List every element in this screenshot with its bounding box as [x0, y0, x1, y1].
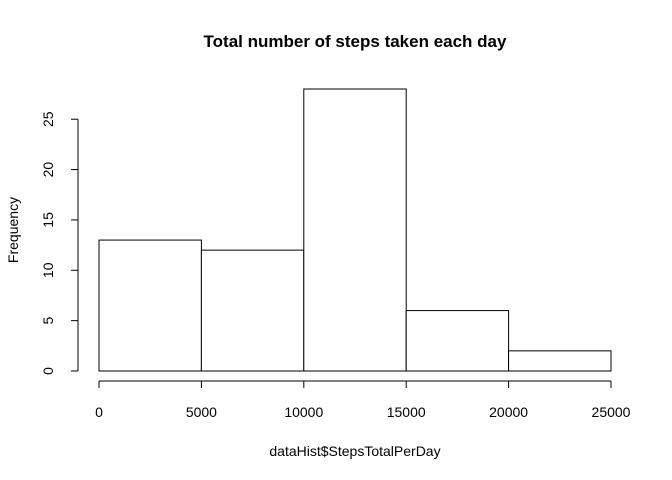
histogram-bar-4	[508, 350, 612, 372]
y-axis: 0 5 10 15 20 25	[40, 111, 79, 375]
x-tick-label: 0	[95, 404, 103, 420]
histogram-bar-2	[303, 88, 407, 372]
x-tick-label: 25000	[592, 404, 631, 420]
y-tick-label: 15	[40, 212, 56, 228]
x-tick-label: 20000	[489, 404, 528, 420]
y-tick-label: 25	[40, 111, 56, 127]
y-tick-label: 0	[40, 367, 56, 375]
y-tick-label: 20	[40, 162, 56, 178]
x-tick-label: 10000	[284, 404, 323, 420]
histogram-bar-1	[200, 249, 305, 372]
x-tick-label: 15000	[387, 404, 426, 420]
x-tick-label: 5000	[186, 404, 217, 420]
y-axis-label: Frequency	[5, 197, 21, 263]
y-tick-label: 5	[40, 317, 56, 325]
histogram-bar-3	[405, 310, 510, 372]
x-axis: 0 5000 10000 15000 20000 25000	[95, 380, 631, 420]
x-axis-label: dataHist$StepsTotalPerDay	[269, 443, 440, 459]
y-tick-label: 10	[40, 262, 56, 278]
histogram-bar-0	[98, 239, 202, 372]
chart-title: Total number of steps taken each day	[204, 32, 507, 51]
bars-group	[98, 88, 612, 372]
